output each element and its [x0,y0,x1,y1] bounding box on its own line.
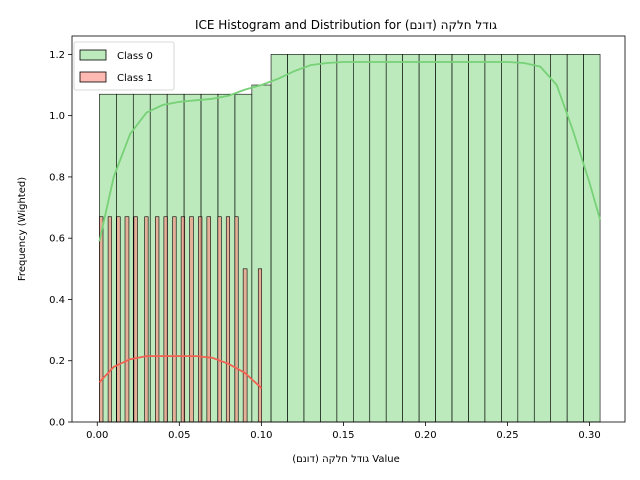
y-tick-label: 0.2 [49,356,65,367]
class-0-bar [501,54,519,423]
class-1-bar [133,216,138,423]
class-0-bar [303,54,321,423]
class-0-bar [287,54,305,423]
class-0-bar [320,54,338,423]
x-tick-label: 0.30 [578,430,600,441]
class-0-bar [468,54,486,423]
y-axis-label: Frequency (Wighted) [17,177,28,281]
legend-swatch-class-1 [79,71,107,83]
legend-label-class-0: Class 0 [117,51,153,62]
class-1-bar [198,216,203,423]
class-1-bar [99,216,104,423]
class-1-bar [124,216,130,423]
x-tick-label: 0.00 [86,430,108,441]
x-tick-label: 0.20 [414,430,436,441]
class-1-bar [180,216,186,423]
legend-label-class-1: Class 1 [117,73,153,84]
class-0-bar [566,54,584,423]
x-tick-label: 0.25 [496,430,518,441]
x-axis-label: גודל חלקה (דונם) Value [292,454,399,465]
class-0-bar [385,54,403,423]
class-0-bar [583,54,601,423]
class-1-bar [116,216,121,423]
class-1-bar [225,216,230,423]
class-1-bar [144,216,149,423]
x-tick-label: 0.15 [332,430,354,441]
x-tick-label: 0.05 [168,430,190,441]
axis-ticks: 0.00 0.05 0.10 0.15 0.20 0.25 0.30 0.0 0.2 0.4 0.6… [49,50,601,441]
class-0-bar [369,54,387,423]
x-tick-label: 0.10 [250,430,272,441]
y-tick-label: 0.8 [49,172,65,183]
y-tick-label: 0.6 [49,234,65,245]
chart-title: ICE Histogram and Distribution for גודל … [195,18,497,32]
class-0-bar [435,54,453,423]
class-1-bar [257,268,262,423]
class-1-bar [107,216,112,423]
class-1-bar [206,216,211,423]
class-0-bar [402,54,420,423]
class-0-bar [336,54,354,423]
class-1-bar [217,216,222,423]
class-1-kde-line [98,355,263,389]
plot-area [98,54,601,423]
class-1-bar [155,216,160,423]
class-0-kde-line [98,61,601,242]
legend-swatch-class-0 [79,49,107,61]
y-tick-label: 0.0 [49,418,65,429]
class-0-bar [451,54,469,423]
class-0-bar [533,54,552,423]
class-1-bar [172,216,177,423]
class-1-bar [189,216,194,423]
class-0-bar [484,54,502,423]
class-0-bar [270,54,288,423]
legend: Class 0 Class 1 [73,41,175,91]
class-0-bar [352,54,371,423]
class-1-bar [163,216,168,423]
y-tick-label: 0.4 [49,295,65,306]
class-0-bar [418,54,436,423]
y-tick-label: 1.0 [49,111,65,122]
axes-frame [71,35,626,423]
y-tick-label: 1.2 [49,50,65,61]
class-0-bar [517,54,535,423]
class-1-bar [242,268,248,423]
class-1-bar [234,216,239,423]
